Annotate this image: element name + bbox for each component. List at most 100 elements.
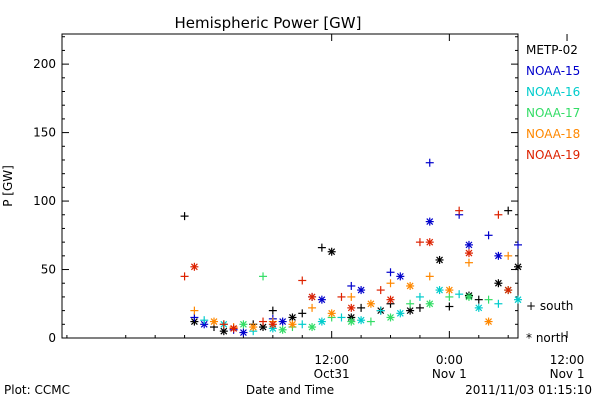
legend-entry: NOAA-17: [526, 106, 580, 120]
data-point-north: [494, 251, 503, 260]
data-point-north: [406, 281, 415, 290]
data-point-south: [190, 306, 199, 315]
data-point-south: [347, 281, 356, 290]
data-point-north: [464, 249, 473, 258]
data-point-north: [288, 320, 297, 329]
data-point-south: [180, 272, 189, 281]
y-tick-label: 0: [48, 331, 56, 345]
series-noaa-17: [239, 272, 513, 334]
x-tick-label-date: Oct31: [314, 367, 350, 381]
data-point-south: [219, 320, 228, 329]
data-point-south: [337, 313, 346, 322]
data-point-north: [425, 238, 434, 247]
data-point-south: [445, 302, 454, 311]
y-tick-label: 50: [41, 263, 56, 277]
data-point-south: [298, 276, 307, 285]
data-point-south: [445, 292, 454, 301]
legend-entry: METP-02: [526, 43, 578, 57]
data-point-north: [484, 317, 493, 326]
data-point-south: [259, 272, 268, 281]
data-point-south: [376, 306, 385, 315]
plot-credit: Plot: CCMC: [4, 383, 70, 397]
data-point-north: [357, 286, 366, 295]
data-point-north: [219, 327, 228, 336]
data-point-north: [357, 316, 366, 325]
data-point-north: [504, 286, 513, 295]
data-point-south: [455, 206, 464, 215]
data-point-south: [415, 303, 424, 312]
data-point-north: [386, 313, 395, 322]
data-point-north: [464, 292, 473, 301]
series-noaa-16: [200, 286, 522, 336]
y-axis: 0 50 100 150 200: [33, 36, 518, 345]
data-point-south: [190, 313, 199, 322]
x-axis-label: Date and Time: [246, 383, 334, 397]
data-point-south: [514, 240, 522, 249]
plot-frame: [61, 33, 519, 339]
legend-entry: NOAA-19: [526, 148, 580, 162]
data-point-south: [337, 292, 346, 301]
data-point-south: [464, 258, 473, 267]
data-point-south: [347, 292, 356, 301]
marker-key-entry: * north: [526, 331, 568, 345]
data-point-south: [268, 306, 277, 315]
data-point-north: [229, 324, 238, 333]
data-point-south: [386, 268, 395, 277]
data-point-north: [494, 279, 503, 288]
data-point-north: [396, 309, 405, 318]
data-point-south: [298, 309, 307, 318]
y-axis-label: P [GW]: [1, 165, 15, 207]
series-metp-02: [180, 206, 522, 336]
data-point-north: [308, 292, 317, 301]
data-point-south: [504, 206, 513, 215]
data-point-north: [396, 272, 405, 281]
data-point-north: [278, 317, 287, 326]
data-point-south: [308, 303, 317, 312]
y-tick-label: 150: [33, 126, 56, 140]
series-layer: [180, 158, 522, 337]
y-tick-label: 200: [33, 57, 56, 71]
y-tick-label: 100: [33, 194, 56, 208]
data-point-north: [347, 317, 356, 326]
data-point-north: [514, 295, 522, 304]
data-point-north: [514, 262, 522, 271]
series-noaa-19: [180, 206, 513, 333]
data-point-north: [347, 303, 356, 312]
data-point-south: [494, 210, 503, 219]
data-point-south: [406, 299, 415, 308]
data-point-north: [327, 309, 336, 318]
data-point-south: [386, 279, 395, 288]
data-point-north: [210, 317, 218, 326]
data-point-north: [317, 317, 326, 326]
data-point-north: [268, 320, 277, 329]
data-point-south: [298, 320, 307, 329]
chart-title: Hemispheric Power [GW]: [175, 14, 362, 32]
marker-key: + south * north: [526, 299, 573, 345]
legend: METP-02 NOAA-15 NOAA-16 NOAA-17 NOAA-18 NOAA-…: [526, 43, 580, 162]
data-point-north: [288, 313, 297, 322]
data-point-north: [445, 286, 454, 295]
data-point-south: [504, 251, 513, 260]
data-point-south: [357, 303, 366, 312]
data-point-south: [474, 295, 483, 304]
data-point-south: [200, 316, 209, 325]
data-point-south: [455, 290, 464, 299]
data-point-north: [308, 323, 317, 332]
data-point-north: [239, 328, 248, 337]
data-point-south: [317, 243, 326, 252]
timestamp: 2011/11/03 01:15:10: [465, 383, 592, 397]
data-point-north: [317, 295, 326, 304]
legend-entry: NOAA-16: [526, 85, 580, 99]
data-point-south: [484, 295, 493, 304]
data-point-north: [278, 325, 287, 334]
data-point-south: [494, 299, 503, 308]
x-tick-label-date: Nov 1: [550, 367, 585, 381]
x-tick-label-date: Nov 1: [432, 367, 467, 381]
data-point-north: [425, 299, 434, 308]
data-point-south: [425, 272, 434, 281]
data-point-north: [464, 240, 473, 249]
legend-entry: NOAA-15: [526, 64, 580, 78]
